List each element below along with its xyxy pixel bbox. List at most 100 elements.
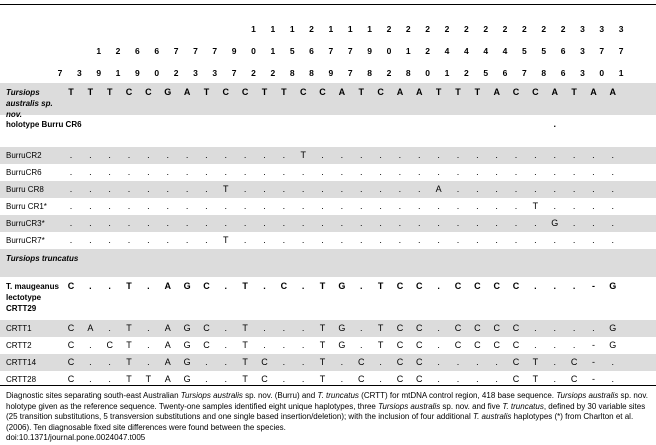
base-cell: .: [224, 374, 228, 384]
base-cell: .: [301, 374, 305, 384]
base-cell: .: [321, 184, 324, 194]
header-row-3: 7 3 9 1 9 0 2 3 3 7 2 2 8 8 9 7 8 2 8 0 1 2 5 6 7 8 6 3 0 1: [0, 62, 656, 82]
base-cell: .: [147, 201, 150, 211]
base-cell: T: [106, 87, 113, 97]
base-cell: .: [340, 167, 344, 177]
row-label: BurruCR2: [6, 151, 42, 160]
base-cell: T: [145, 374, 152, 384]
base-cell: T: [261, 87, 268, 97]
base-cell: .: [185, 150, 189, 160]
base-cell: .: [263, 184, 266, 194]
header-row-2: 1 2 6 6 7 7 7 9 0 1 5 6 7 7 9 0 1 2 4 4 4 4 5 5 6 3 7 7: [0, 40, 656, 60]
position-digit: 2: [463, 24, 469, 34]
base-cell: .: [282, 235, 286, 245]
row-label: Tursiops australis sp. nov.: [6, 88, 53, 119]
position-digit: 3: [212, 68, 218, 78]
base-cell: .: [263, 218, 266, 228]
base-cell: .: [592, 201, 595, 211]
base-cell: C: [396, 323, 404, 333]
base-cell: .: [476, 150, 479, 160]
base-cell: A: [164, 281, 172, 291]
table-row: BurruCR7*........ T....................: [0, 232, 656, 249]
base-cell: G: [183, 323, 191, 333]
base-cell: C: [241, 87, 249, 97]
base-cell: .: [418, 150, 421, 160]
base-cell: C: [474, 340, 481, 350]
position-digit: 5: [541, 46, 547, 56]
base-cell: C: [358, 357, 365, 367]
base-cell: .: [282, 218, 286, 228]
base-cell: .: [514, 167, 518, 177]
base-cell: .: [147, 235, 150, 245]
base-cell: A: [551, 87, 559, 97]
base-cell: .: [69, 167, 73, 177]
base-cell: C: [474, 281, 481, 291]
base-cell: .: [147, 218, 150, 228]
base-cell: C: [454, 340, 462, 350]
position-digit: 5: [289, 46, 295, 56]
position-digit: 1: [618, 68, 624, 78]
table-row: holotype Burru CR6.: [0, 115, 656, 147]
base-cell: T: [319, 374, 326, 384]
position-digit: 2: [386, 24, 392, 34]
base-cell: C: [67, 323, 75, 333]
position-digit: 4: [463, 46, 469, 56]
base-cell: T: [223, 184, 229, 194]
position-digit: 3: [193, 68, 198, 78]
base-cell: C: [454, 323, 462, 333]
base-cell: .: [205, 235, 208, 245]
base-cell: .: [147, 281, 150, 291]
position-digit: 2: [405, 24, 411, 34]
position-digit: 4: [483, 46, 489, 56]
base-cell: .: [359, 218, 363, 228]
base-cell: .: [108, 150, 111, 160]
base-cell: .: [301, 340, 305, 350]
position-digit: 5: [483, 68, 489, 78]
position-digit: 7: [347, 46, 353, 56]
position-digit: 0: [599, 68, 605, 78]
table-row: BurruCR3*......................... G...: [0, 215, 656, 232]
base-cell: T: [435, 87, 442, 97]
base-cell: .: [89, 201, 92, 211]
base-cell: .: [514, 184, 518, 194]
base-cell: T: [319, 323, 326, 333]
base-cell: .: [592, 167, 595, 177]
base-cell: .: [108, 201, 111, 211]
base-cell: C: [512, 323, 520, 333]
base-cell: C: [396, 357, 404, 367]
base-cell: .: [572, 340, 576, 350]
base-cell: .: [282, 150, 286, 160]
base-cell: C: [222, 87, 230, 97]
base-cell: .: [282, 323, 286, 333]
base-cell: -: [591, 374, 595, 384]
base-cell: T: [532, 374, 539, 384]
base-cell: .: [572, 323, 576, 333]
base-cell: .: [456, 357, 460, 367]
position-digit: 1: [270, 46, 276, 56]
position-digit: 7: [212, 46, 218, 56]
position-digit: 3: [599, 24, 605, 34]
base-cell: .: [553, 150, 556, 160]
base-cell: T: [377, 281, 384, 291]
base-cell: G: [183, 357, 191, 367]
position-digit: 1: [328, 24, 334, 34]
base-cell: .: [166, 235, 169, 245]
base-cell: C: [299, 87, 307, 97]
base-cell: T: [126, 340, 132, 350]
base-cell: .: [534, 150, 537, 160]
table-row: BurruCR6.............................: [0, 164, 656, 181]
base-cell: T: [358, 87, 365, 97]
position-digit: 1: [367, 24, 372, 34]
base-cell: .: [321, 201, 324, 211]
base-cell: .: [592, 184, 595, 194]
base-cell: C: [396, 281, 404, 291]
position-digit: 3: [580, 24, 585, 34]
base-cell: .: [418, 235, 421, 245]
base-cell: .: [185, 184, 189, 194]
base-cell: .: [534, 235, 537, 245]
position-digit: 9: [328, 68, 334, 78]
table-row: CRTT1 C A. T. A G C. T... T G. T C C. C C C C.... G: [0, 320, 656, 337]
base-cell: .: [166, 150, 169, 160]
base-cell: .: [108, 281, 111, 291]
